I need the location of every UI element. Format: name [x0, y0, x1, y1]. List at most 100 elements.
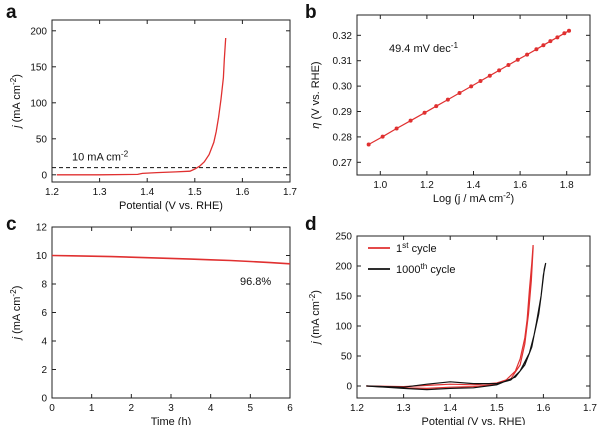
y-tick-label: 100	[335, 322, 352, 333]
y-tick-label: 8	[41, 280, 47, 291]
y-tick-label: 150	[335, 292, 352, 303]
data-point	[567, 28, 572, 33]
data-point	[497, 68, 502, 73]
series-line-1st-cycle	[366, 244, 534, 390]
data-point	[562, 31, 567, 36]
y-tick-label: 0.27	[333, 158, 353, 169]
legend-label-rest: cycle	[427, 264, 455, 276]
data-point	[380, 134, 385, 139]
x-axis-title: Potential (V vs. RHE)	[422, 416, 526, 425]
legend-label-number: 1000	[396, 264, 420, 276]
data-point	[394, 126, 399, 131]
data-point	[408, 118, 413, 123]
x-tick-label: 1	[89, 403, 95, 414]
panel-letter: c	[6, 214, 17, 235]
x-tick-label: 4	[208, 403, 214, 414]
y-tick-label: 200	[30, 26, 47, 37]
x-axis-title: Time (h)	[151, 416, 192, 425]
data-point	[469, 84, 474, 89]
x-tick-label: 2	[129, 403, 135, 414]
panel-b: b 1.0 1.2 1.4 1.6 1.8 0.27 0.28 0.29 0.30 0.31 0.32…	[305, 2, 591, 205]
slope-annotation: 49.4 mV dec-1	[389, 41, 459, 55]
legend-label: 1000th cycle	[396, 262, 456, 276]
legend-label-number: 1	[396, 243, 402, 255]
x-tick-label: 1.2	[350, 403, 364, 414]
series-line	[56, 37, 227, 176]
y-tick-label: 0.28	[333, 132, 353, 143]
y-tick-label: 4	[41, 337, 47, 348]
y-tick-label: 0.30	[333, 82, 353, 93]
y-tick-label: 0.32	[333, 31, 353, 42]
x-tick-label: 1.4	[443, 403, 457, 414]
x-tick-label: 3	[168, 403, 174, 414]
x-tick-label: 1.8	[560, 180, 574, 191]
reference-line-label: 10 mA cm-2	[72, 150, 129, 164]
y-tick-label: 50	[341, 352, 353, 363]
x-axis-title: Potential (V vs. RHE)	[119, 200, 223, 212]
legend-label-suffix: st	[402, 241, 409, 250]
data-point	[445, 97, 450, 102]
panel-letter: b	[305, 2, 317, 23]
series-line	[51, 254, 291, 265]
y-tick-label: 0.29	[333, 107, 353, 118]
retention-annotation: 96.8%	[240, 276, 271, 288]
data-point	[548, 39, 553, 44]
x-tick-label: 1.5	[490, 403, 504, 414]
legend-label-rest: cycle	[409, 243, 437, 255]
plot-frame	[356, 235, 591, 399]
y-axis-title: j (mA cm-2)	[9, 74, 23, 130]
series-line-1000th-cycle	[366, 262, 547, 391]
y-tick-label: 200	[335, 262, 352, 273]
y-tick-label: 2	[41, 365, 47, 376]
plot-frame	[51, 226, 291, 399]
y-tick-label: 12	[36, 223, 48, 234]
y-tick-label: 10	[36, 251, 48, 262]
data-point	[525, 52, 530, 57]
legend-label: 1st cycle	[396, 241, 437, 255]
panel-a: a 1.2 1.3 1.4 1.5 1.6 1.7 0 50 100 150 200 Potential…	[6, 2, 297, 212]
data-point	[366, 142, 371, 147]
x-tick-label: 1.4	[467, 180, 481, 191]
data-point	[515, 57, 520, 62]
y-tick-label: 0.31	[333, 56, 353, 67]
x-tick-label: 1.6	[513, 180, 527, 191]
x-tick-label: 1.4	[140, 187, 154, 198]
y-axis-title: j (mA cm-2)	[9, 286, 23, 342]
x-tick-label: 1.5	[188, 187, 202, 198]
x-tick-label: 1.6	[536, 403, 550, 414]
panel-letter: d	[305, 214, 317, 235]
data-point	[534, 47, 539, 52]
data-point	[541, 43, 546, 48]
y-tick-label: 150	[30, 62, 47, 73]
plot-frame	[51, 19, 291, 183]
x-tick-label: 1.6	[235, 187, 249, 198]
legend-label-suffix: th	[420, 262, 427, 271]
panel-d: d 1.2 1.3 1.4 1.5 1.6 1.7 0 50 100 150 200 250 Potent…	[305, 214, 597, 425]
x-tick-label: 1.3	[397, 403, 411, 414]
y-axis-title: η (V vs. RHE)	[310, 61, 322, 128]
data-point	[506, 63, 511, 68]
x-tick-label: 1.7	[283, 187, 297, 198]
panel-letter: a	[6, 2, 17, 23]
x-tick-label: 0	[49, 403, 55, 414]
data-point	[487, 73, 492, 78]
x-tick-label: 1.7	[583, 403, 597, 414]
x-tick-label: 1.2	[45, 187, 59, 198]
y-tick-label: 50	[36, 134, 48, 145]
x-axis-title: Log (j / mA cm-2)	[433, 191, 514, 205]
data-point	[457, 90, 462, 95]
y-tick-label: 6	[41, 308, 47, 319]
y-axis-title: j (mA cm-2)	[308, 290, 322, 346]
data-point	[422, 110, 427, 115]
x-tick-label: 1.0	[373, 180, 387, 191]
x-tick-label: 6	[287, 403, 293, 414]
x-tick-label: 1.2	[420, 180, 434, 191]
x-tick-label: 1.3	[93, 187, 107, 198]
data-point	[478, 79, 483, 84]
data-point	[434, 104, 439, 109]
y-tick-label: 250	[335, 232, 352, 243]
y-tick-label: 100	[30, 98, 47, 109]
y-tick-label: 0	[41, 394, 47, 405]
y-tick-label: 0	[346, 382, 352, 393]
